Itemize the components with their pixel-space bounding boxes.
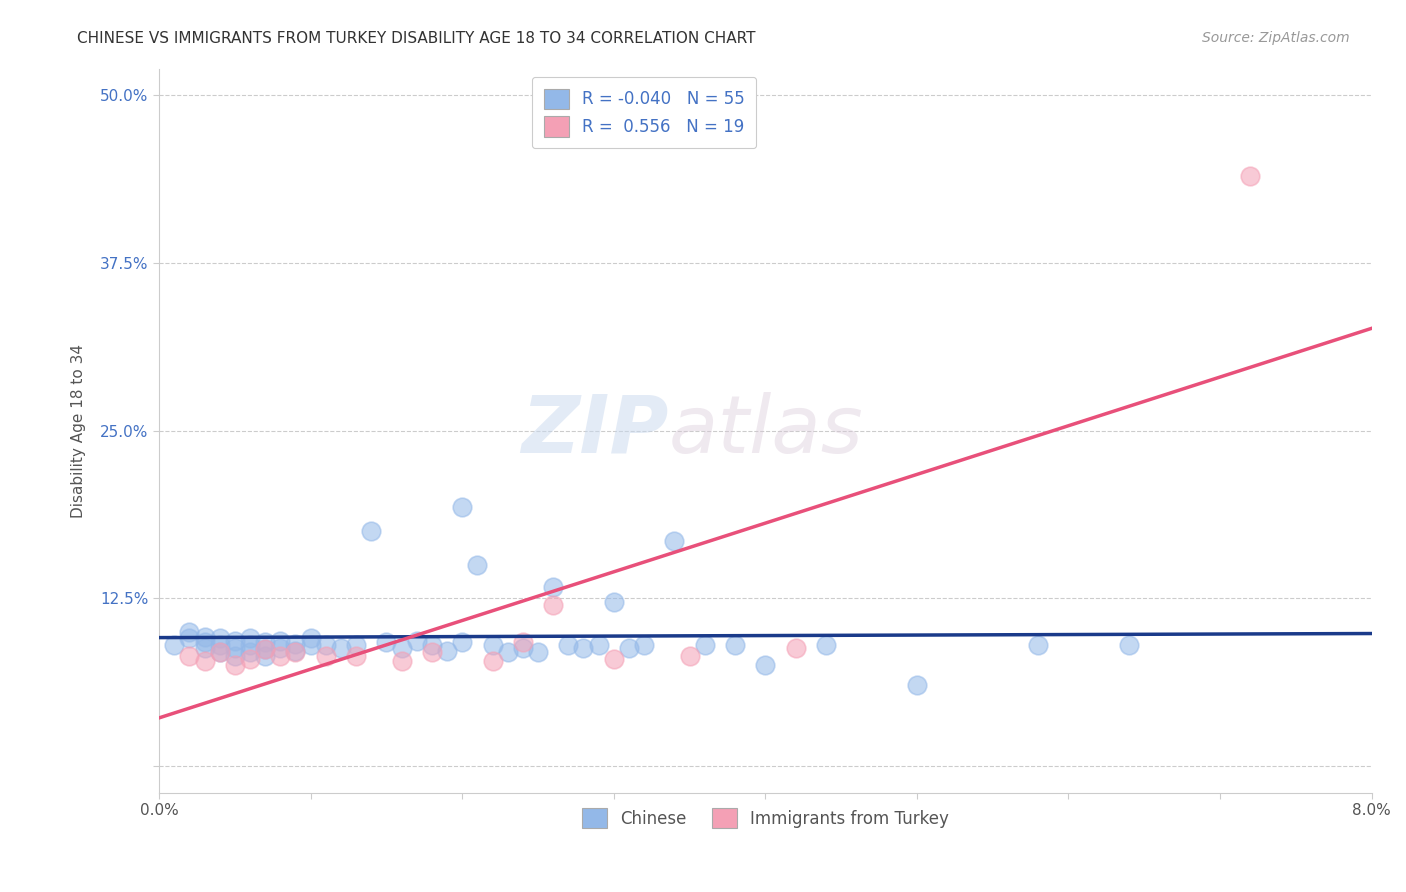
Point — [481, 654, 503, 668]
Point — [208, 632, 231, 646]
Text: atlas: atlas — [668, 392, 863, 469]
Point — [617, 640, 640, 655]
Point — [603, 651, 626, 665]
Point — [467, 558, 489, 572]
Point — [224, 648, 246, 663]
Point — [572, 640, 595, 655]
Point — [1239, 169, 1261, 183]
Point — [299, 638, 322, 652]
Point — [905, 678, 928, 692]
Point — [254, 642, 277, 657]
Point — [557, 638, 579, 652]
Y-axis label: Disability Age 18 to 34: Disability Age 18 to 34 — [72, 343, 86, 517]
Point — [724, 638, 747, 652]
Point — [360, 524, 382, 538]
Point — [239, 651, 262, 665]
Point — [208, 638, 231, 652]
Point — [193, 630, 215, 644]
Point — [436, 643, 458, 657]
Point — [420, 638, 443, 652]
Point — [391, 640, 413, 655]
Point — [254, 642, 277, 657]
Point — [179, 624, 201, 639]
Point — [193, 654, 215, 668]
Point — [224, 634, 246, 648]
Point — [344, 638, 367, 652]
Point — [1026, 638, 1049, 652]
Point — [527, 645, 550, 659]
Point — [299, 632, 322, 646]
Point — [451, 635, 474, 649]
Point — [315, 648, 337, 663]
Point — [224, 640, 246, 655]
Point — [588, 638, 610, 652]
Point — [269, 640, 291, 655]
Point — [179, 648, 201, 663]
Point — [481, 638, 503, 652]
Point — [254, 648, 277, 663]
Point — [239, 632, 262, 646]
Text: CHINESE VS IMMIGRANTS FROM TURKEY DISABILITY AGE 18 TO 34 CORRELATION CHART: CHINESE VS IMMIGRANTS FROM TURKEY DISABI… — [77, 31, 756, 46]
Point — [420, 645, 443, 659]
Point — [664, 533, 686, 548]
Point — [284, 637, 307, 651]
Point — [693, 638, 716, 652]
Point — [633, 638, 655, 652]
Point — [375, 635, 398, 649]
Point — [179, 632, 201, 646]
Point — [208, 645, 231, 659]
Point — [239, 638, 262, 652]
Point — [224, 658, 246, 673]
Point — [405, 634, 427, 648]
Point — [512, 635, 534, 649]
Point — [344, 648, 367, 663]
Point — [512, 640, 534, 655]
Point — [1118, 638, 1140, 652]
Point — [269, 648, 291, 663]
Point — [329, 640, 352, 655]
Point — [315, 638, 337, 652]
Point — [284, 645, 307, 659]
Point — [451, 500, 474, 514]
Text: Source: ZipAtlas.com: Source: ZipAtlas.com — [1202, 31, 1350, 45]
Point — [541, 598, 564, 612]
Point — [163, 638, 186, 652]
Point — [754, 658, 776, 673]
Point — [208, 645, 231, 659]
Legend: Chinese, Immigrants from Turkey: Chinese, Immigrants from Turkey — [575, 801, 956, 835]
Text: ZIP: ZIP — [522, 392, 668, 469]
Point — [541, 581, 564, 595]
Point — [254, 635, 277, 649]
Point — [193, 635, 215, 649]
Point — [814, 638, 837, 652]
Point — [678, 648, 700, 663]
Point — [785, 640, 807, 655]
Point — [269, 634, 291, 648]
Point — [193, 640, 215, 655]
Point — [496, 645, 519, 659]
Point — [391, 654, 413, 668]
Point — [284, 643, 307, 657]
Point — [603, 595, 626, 609]
Point — [239, 645, 262, 659]
